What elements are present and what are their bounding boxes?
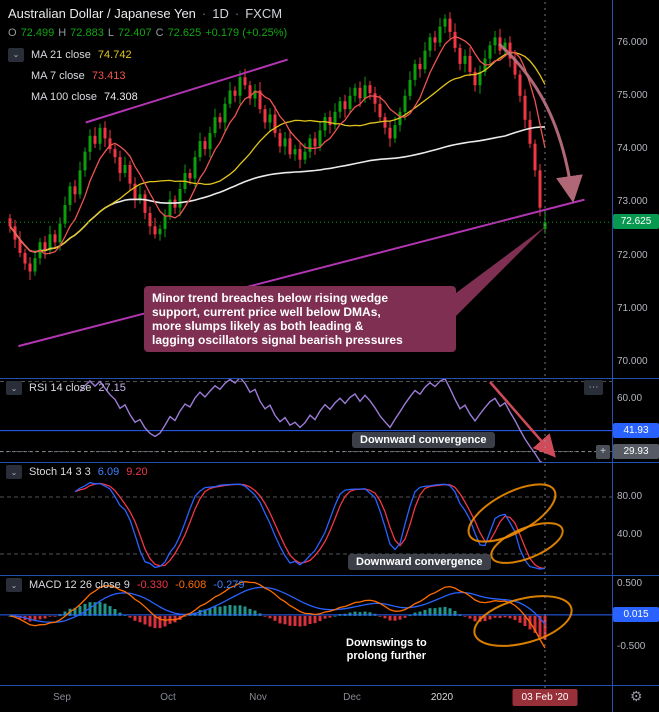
macd-signal-line [9,586,546,625]
axis-tick: 74.000 [617,143,648,155]
annotation-line: Minor trend breaches below rising wedge [152,291,389,305]
pane-separator[interactable] [0,462,659,463]
macd-header[interactable]: ⌄ MACD 12 26 close 9 -0.330 -0.608 -0.27… [6,578,245,592]
bearish-arrow[interactable] [498,42,583,203]
symbol-title-row: Australian Dollar / Japanese Yen · 1D · … [8,6,287,21]
annotation-line: more slumps likely as both leading & [152,319,364,333]
time-axis-label: Nov [249,692,267,703]
rsi-header[interactable]: ⌄ RSI 14 close 27.15 [6,381,126,395]
time-axis-label: Sep [53,692,71,703]
ma-7-legend-row[interactable]: MA 7 close 73.413 [8,68,287,83]
stoch-label: Stoch 14 3 3 [29,466,91,478]
chevron-down-icon[interactable]: ⌄ [6,465,22,479]
macd-signal-value: -0.279 [213,579,245,591]
axis-tick: 73.000 [617,196,648,208]
axis-tick: 80.00 [617,491,643,502]
macd-note-line: prolong further [346,650,427,662]
macd-level-badge: 0.015 [613,606,659,622]
stoch-header[interactable]: ⌄ Stoch 14 3 3 6.09 9.20 [6,465,148,479]
ma-21-value: 74.742 [97,48,132,61]
rsi-bearish-arrow[interactable] [489,381,556,458]
more-options-button[interactable]: ⋯ [584,380,603,395]
low-value: 72.407 [117,27,152,39]
axis-tick: 40.00 [617,529,643,540]
ma-21-label: MA 21 close [31,48,91,61]
close-label: C [155,27,164,39]
axis-tick: 71.000 [617,302,648,314]
axis-tick: 70.000 [617,356,648,368]
stoch-d-value: 9.20 [126,466,148,478]
ma-21-legend-row[interactable]: ⌄ MA 21 close 74.742 [8,47,287,62]
macd-pane [0,581,612,655]
annotation-line: lagging oscillators signal bearish press… [152,333,403,347]
chevron-down-icon[interactable]: ⌄ [6,578,22,592]
open-label: O [8,27,17,39]
high-label: H [58,27,67,39]
chevron-down-icon[interactable]: ⌄ [8,47,24,62]
macd-label: MACD 12 26 close 9 [29,579,130,591]
pane-separator[interactable] [0,685,659,686]
price-axis-border [612,0,613,712]
time-axis-label: Dec [343,692,361,703]
main-chart-header: Australian Dollar / Japanese Yen · 1D · … [8,6,287,110]
close-value: 72.625 [167,27,202,39]
axis-tick: -0.500 [617,641,646,653]
crosshair-date-badge: 03 Feb '20 [512,689,578,706]
ma-100-value: 74.308 [104,90,138,103]
macd-annotation-label[interactable]: Downswings to prolong further [346,637,427,663]
change-value: +0.179 (+0.25%) [205,27,288,39]
macd-note-line: Downswings to [346,637,427,649]
crosshair-value-badge: 29.93 [613,443,659,459]
axis-tick: 75.000 [617,89,648,101]
low-label: L [107,27,114,39]
annotation-note[interactable]: Minor trend breaches below rising wedge … [144,286,456,352]
rsi-annotation-label[interactable]: Downward convergence [352,432,495,448]
ma-legend: ⌄ MA 21 close 74.742 MA 7 close 73.413 M… [8,47,287,104]
axis-tick: 76.000 [617,36,648,48]
rsi-level-badge: 41.93 [613,422,659,438]
separator-dot: · [234,6,240,21]
annotation-callout[interactable] [456,226,546,316]
price-axis[interactable]: 72.625 41.93 29.93 0.015 76.000 75.000 74.… [613,0,659,685]
stoch-pane [0,473,612,571]
ma-7-value: 73.413 [91,69,126,82]
settings-gear-icon[interactable]: ⚙ [630,688,643,704]
axis-tick: 0.500 [617,578,643,590]
annotation-line: support, current price well below DMAs, [152,305,381,319]
open-value: 72.499 [20,27,55,39]
exchange-label: FXCM [245,6,283,21]
macd-hist-value: -0.330 [136,579,169,591]
pane-separator[interactable] [0,378,659,379]
rsi-line [79,378,543,462]
ohlc-row: O 72.499 H 72.883 L 72.407 C 72.625 +0.1… [8,27,287,39]
axis-tick: 72.000 [617,249,648,261]
stoch-annotation-label[interactable]: Downward convergence [348,554,491,570]
chevron-down-icon[interactable]: ⌄ [6,381,22,395]
rsi-value: 27.15 [98,382,126,394]
ma-100-label: MA 100 close [31,90,98,103]
ma-7-label: MA 7 close [31,69,85,82]
time-axis-label: Oct [160,692,176,703]
last-price-badge: 72.625 [613,214,659,230]
rsi-label: RSI 14 close [29,382,92,394]
axis-tick: 60.00 [617,393,643,404]
stoch-k-value: 6.09 [97,466,120,478]
macd-line-value: -0.608 [175,579,207,591]
time-axis-label: 2020 [430,692,454,703]
ellipse-annotation[interactable] [469,587,577,655]
ellipse-annotation[interactable] [460,473,564,553]
add-alert-plus-icon[interactable]: + [596,444,610,459]
ma-100-legend-row[interactable]: MA 100 close 74.308 [8,89,287,104]
symbol-name[interactable]: Australian Dollar / Japanese Yen [8,6,196,21]
pane-separator[interactable] [0,575,659,576]
separator-dot: · [201,6,207,21]
interval-label[interactable]: 1D [212,6,229,21]
ellipse-annotation[interactable] [486,515,568,571]
time-axis[interactable]: Sep Oct Nov Dec 2020 03 Feb '20 [0,686,659,712]
high-value: 72.883 [70,27,104,39]
ma-100-line [9,126,546,253]
